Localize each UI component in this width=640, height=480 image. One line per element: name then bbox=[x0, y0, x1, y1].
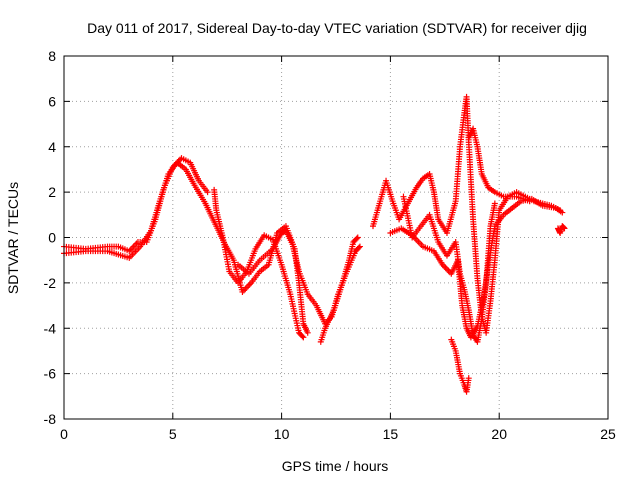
series-tail bbox=[554, 223, 568, 236]
y-tick-label: -6 bbox=[44, 366, 57, 382]
series-evening-3 bbox=[400, 193, 498, 345]
x-axis-label: GPS time / hours bbox=[282, 458, 389, 474]
x-tick-label: 0 bbox=[60, 426, 68, 442]
y-tick-label: 8 bbox=[48, 48, 56, 64]
tick-labels: 0 5 10 15 20 25 -8 -6 -4 -2 0 2 4 6 8 bbox=[44, 48, 616, 442]
data-point-marks bbox=[211, 186, 307, 341]
y-axis-label: SDTVAR / TECUs bbox=[5, 182, 21, 294]
y-tick-label: 4 bbox=[48, 139, 56, 155]
x-tick-label: 5 bbox=[169, 426, 177, 442]
y-tick-label: -8 bbox=[44, 411, 57, 427]
grid bbox=[64, 56, 608, 419]
series-midday-3 bbox=[317, 234, 361, 345]
series-midday bbox=[211, 186, 307, 341]
y-tick-label: 6 bbox=[48, 93, 56, 109]
y-tick-label: 2 bbox=[48, 184, 56, 200]
ticks bbox=[63, 55, 609, 420]
data-point-marks bbox=[448, 336, 472, 395]
x-tick-label: 15 bbox=[383, 426, 399, 442]
data-layer bbox=[61, 93, 568, 395]
series-dip bbox=[448, 336, 472, 395]
data-point-marks bbox=[554, 223, 568, 236]
data-point-marks bbox=[317, 234, 361, 345]
x-tick-label: 20 bbox=[491, 426, 507, 442]
y-tick-label: 0 bbox=[48, 230, 56, 246]
data-point-marks bbox=[465, 125, 533, 205]
y-tick-label: -2 bbox=[44, 275, 57, 291]
chart-title: Day 011 of 2017, Sidereal Day-to-day VTE… bbox=[87, 20, 587, 36]
y-tick-label: -4 bbox=[44, 320, 57, 336]
x-tick-label: 25 bbox=[600, 426, 616, 442]
x-tick-label: 10 bbox=[274, 426, 290, 442]
series-evening-4 bbox=[465, 125, 533, 205]
data-point-marks bbox=[400, 193, 498, 345]
